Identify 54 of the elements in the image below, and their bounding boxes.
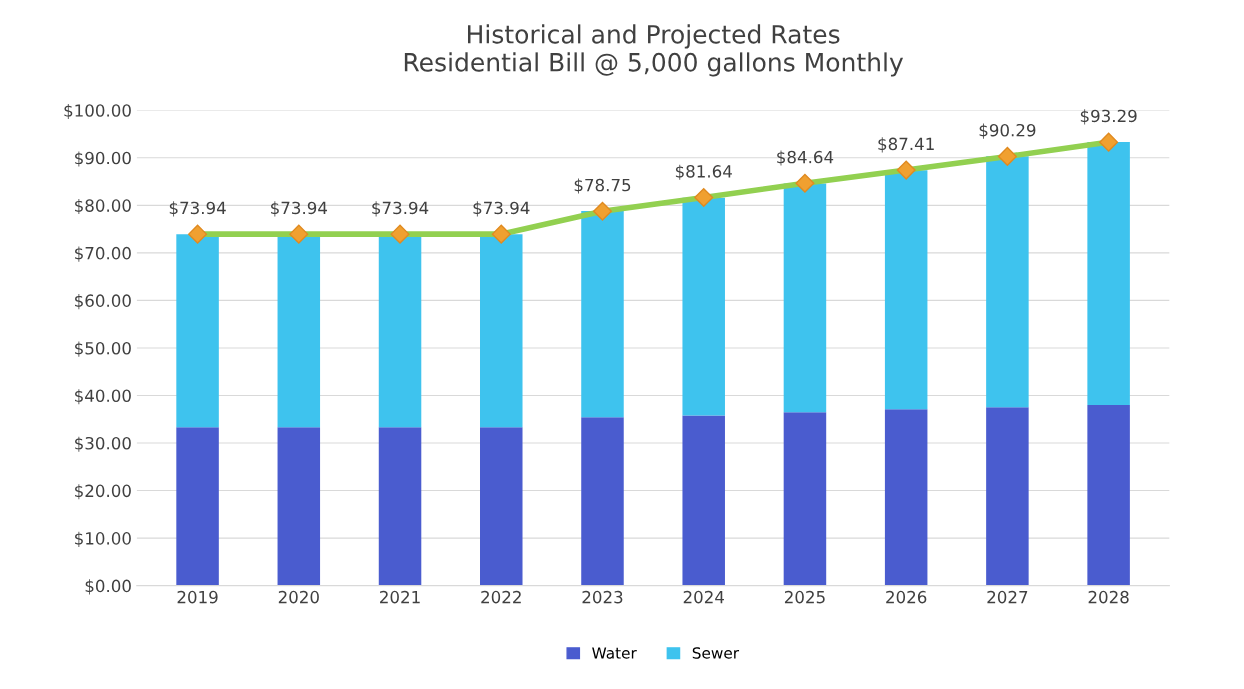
x-tick-label: 2019 [177,590,218,604]
y-tick-label: $0.00 [85,579,131,595]
bar [1087,142,1130,405]
bar [480,234,523,428]
bar [783,412,827,586]
bar [884,170,928,410]
x-tick-label: 2021 [380,590,420,604]
y-tick-label: $40.00 [75,389,131,405]
legend-label: Water [592,647,637,659]
x-tick-label: 2025 [784,590,825,604]
y-tick-label: $30.00 [75,436,131,452]
x-tick-label: 2020 [278,590,319,604]
chart-title: Historical and Projected Rates Residential Bill @ 5,000 gallons Monthly [404,24,904,77]
x-tick-label: 2022 [481,590,521,604]
bar [277,427,321,586]
bar [176,234,219,428]
bar [682,415,725,586]
data-label: $84.64 [777,150,834,166]
data-label: $73.94 [473,201,530,217]
data-label: $90.29 [979,123,1036,139]
bar [986,407,1029,586]
y-tick-label: $50.00 [75,341,131,357]
data-label: $73.94 [271,201,328,217]
data-label: $73.94 [372,201,429,217]
x-tick-label: 2023 [582,590,623,604]
bar [176,427,219,586]
bar [783,183,827,413]
y-tick-label: $70.00 [75,246,131,262]
y-tick-label: $80.00 [75,198,131,215]
bar [682,197,725,416]
bar [986,156,1029,408]
y-tick-label: $60.00 [75,294,131,310]
x-tick-label: 2026 [886,590,927,604]
x-tick-label: 2024 [683,590,724,604]
bar [378,234,422,428]
data-label: $73.94 [169,201,226,217]
data-label: $81.64 [675,164,732,180]
x-tick-label: 2027 [987,590,1028,604]
legend-label: Sewer [692,647,740,659]
y-tick-label: $20.00 [75,484,131,500]
y-tick-label: $90.00 [75,151,131,167]
bar [277,234,321,428]
data-label: $87.41 [878,137,934,153]
x-tick-label: 2028 [1088,590,1129,604]
bar [378,427,422,586]
data-label: $78.75 [574,178,631,194]
bar [884,409,928,586]
data-label: $93.29 [1080,109,1137,125]
bar [1087,404,1130,586]
y-tick-label: $10.00 [75,531,131,547]
bar [480,427,523,586]
y-tick-label: $100.00 [64,103,131,120]
bar [581,211,624,418]
bar [581,417,624,586]
